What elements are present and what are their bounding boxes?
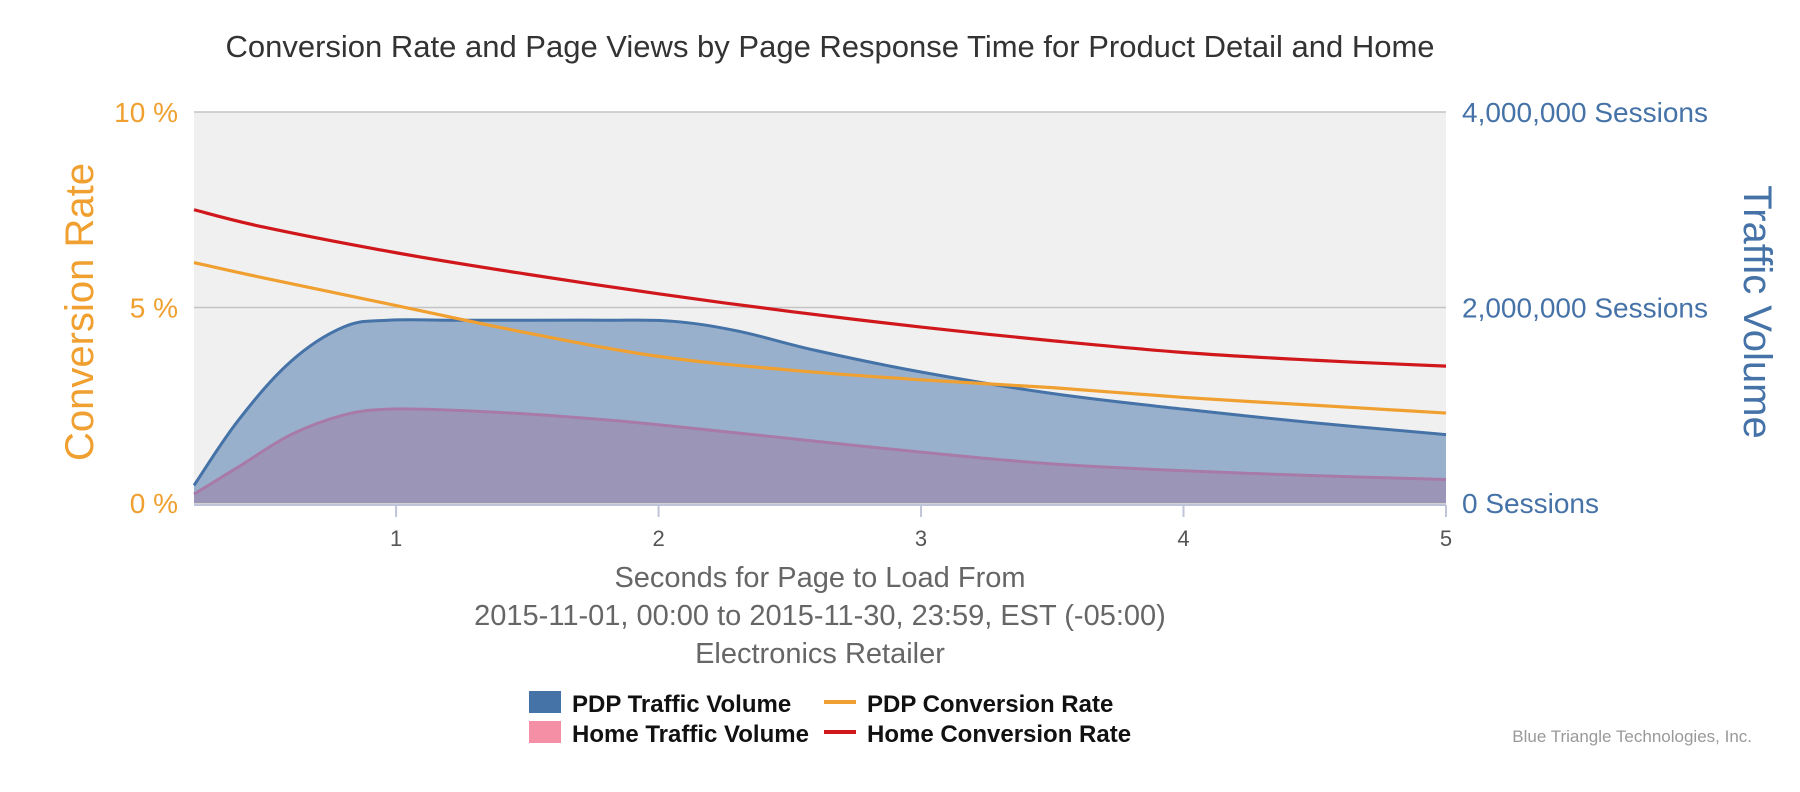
legend-label-pdp-traffic-volume: PDP Traffic Volume	[572, 691, 791, 718]
legend-label-pdp-conversion-rate: PDP Conversion Rate	[867, 691, 1113, 718]
right-tick-label-2: 4,000,000 Sessions	[1462, 97, 1708, 128]
x-tick-label-1: 1	[390, 526, 402, 551]
right-axis-title: Traffic Volume	[1735, 185, 1779, 438]
left-tick-label-0: 0 %	[130, 488, 178, 519]
pdp-conversion-rate-line	[193, 260, 1447, 415]
right-tick-label-1: 2,000,000 Sessions	[1462, 293, 1708, 324]
legend-label-home-conversion-rate: Home Conversion Rate	[867, 721, 1131, 748]
credit-text: Blue Triangle Technologies, Inc.	[1512, 727, 1752, 746]
x-axis-title-line-2: 2015-11-01, 00:00 to 2015-11-30, 23:59, …	[474, 600, 1166, 632]
home-traffic-volume-outline	[193, 407, 1447, 496]
legend: PDP Traffic Volume Home Traffic Volume PDP…	[529, 691, 1131, 748]
left-axis-title: Conversion Rate	[58, 163, 102, 461]
right-tick-label-0: 0 Sessions	[1462, 488, 1599, 519]
legend-swatch-pdp-traffic-volume	[529, 691, 561, 713]
x-tick-label-2: 2	[652, 526, 664, 551]
home-conversion-rate-line	[193, 208, 1447, 368]
legend-label-home-traffic-volume: Home Traffic Volume	[572, 721, 809, 748]
chart-title: Conversion Rate and Page Views by Page R…	[225, 29, 1434, 64]
x-tick-label-3: 3	[915, 526, 927, 551]
x-axis-title-line-3: Electronics Retailer	[695, 638, 945, 670]
x-tick-label-5: 5	[1440, 526, 1452, 551]
left-tick-label-1: 5 %	[130, 293, 178, 324]
legend-swatch-home-traffic-volume	[529, 721, 561, 743]
x-axis-title-line-1: Seconds for Page to Load From	[614, 562, 1025, 594]
x-tick-label-4: 4	[1177, 526, 1189, 551]
pdp-traffic-volume-outline	[192, 318, 1447, 487]
left-tick-label-2: 10 %	[114, 97, 178, 128]
home-traffic-volume-area	[194, 408, 1446, 503]
plot-area: 1 2 3 4 5 0 % 5 % 10 % 0 Sessions 2,000,000 Sessi…	[114, 97, 1708, 551]
